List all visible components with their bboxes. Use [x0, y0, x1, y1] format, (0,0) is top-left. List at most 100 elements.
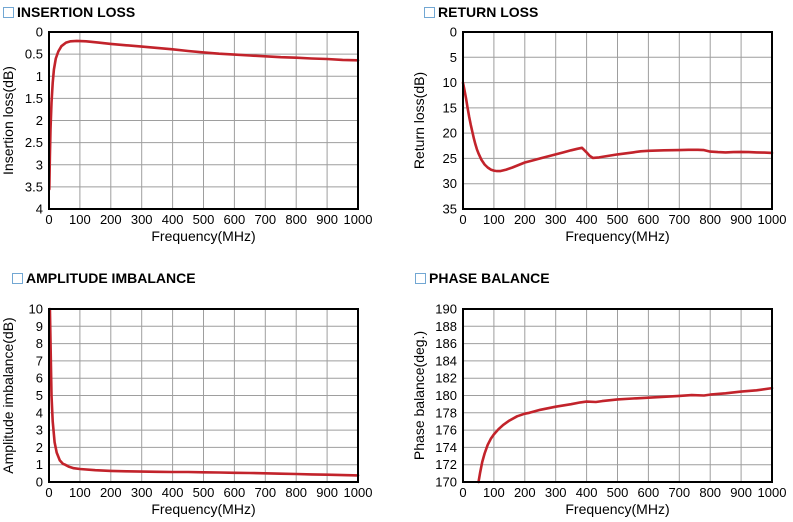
x-tick-label: 100: [69, 212, 91, 227]
x-tick-label: 0: [459, 212, 466, 227]
x-tick-label: 700: [254, 212, 276, 227]
y-tick-label: 5: [450, 50, 457, 65]
x-tick-label: 400: [162, 485, 184, 500]
title-square-icon: [3, 6, 14, 18]
title-square-icon: [424, 6, 435, 18]
chart-title-text: AMPLITUDE IMBALANCE: [26, 270, 196, 286]
x-tick-label: 600: [224, 485, 246, 500]
amplitude-imbalance-curve: [48, 307, 360, 477]
x-tick-label: 700: [668, 485, 690, 500]
chart-title-text: PHASE BALANCE: [429, 270, 550, 286]
plot-frame: [462, 31, 773, 210]
y-tick-label: 182: [435, 371, 457, 386]
y-axis-title: Amplitude imbalance(dB): [0, 317, 16, 473]
return-loss-plot: 0 100 200 300 400 500 600 700 800 900 1000 0 5 10 15 20…: [411, 25, 787, 245]
x-tick-label: 500: [607, 212, 629, 227]
x-tick-label: 0: [459, 485, 466, 500]
y-tick-label: 30: [443, 176, 457, 191]
title-square-icon: [12, 272, 23, 284]
x-tick-label: 800: [699, 212, 721, 227]
y-tick-label: 3: [36, 423, 43, 438]
x-tick-label: 300: [545, 485, 567, 500]
x-tick-label: 900: [730, 485, 752, 500]
y-axis-title: Insertion loss(dB): [0, 66, 16, 175]
y-tick-label: 1.5: [25, 91, 43, 106]
y-tick-label: 0: [36, 25, 43, 40]
chart-title-text: RETURN LOSS: [438, 4, 539, 20]
x-tick-label: 300: [131, 212, 153, 227]
x-tick-label: 600: [638, 212, 660, 227]
x-tick-label: 100: [69, 485, 91, 500]
x-tick-label: 100: [483, 485, 505, 500]
x-tick-label: 700: [668, 212, 690, 227]
chart-title-amplitude-imbalance: AMPLITUDE IMBALANCE: [0, 261, 396, 287]
x-tick-label: 900: [730, 212, 752, 227]
y-tick-label: 10: [443, 75, 457, 90]
x-tick-label: 200: [514, 212, 536, 227]
chart-title-text: INSERTION LOSS: [17, 4, 136, 20]
title-square-icon: [415, 272, 426, 284]
x-tick-label: 500: [193, 212, 215, 227]
x-tick-label: 500: [607, 485, 629, 500]
plot-frame: [48, 308, 359, 483]
x-axis-title: Frequency(MHz): [151, 501, 255, 517]
x-tick-label: 400: [162, 212, 184, 227]
y-tick-label: 10: [29, 302, 43, 317]
x-tick-label: 900: [316, 485, 338, 500]
y-tick-label: 178: [435, 405, 457, 420]
x-tick-label: 800: [285, 212, 307, 227]
x-tick-label: 900: [316, 212, 338, 227]
y-tick-label: 0: [36, 475, 43, 490]
y-tick-label: 9: [36, 319, 43, 334]
y-axis-title: Phase balance(deg.): [411, 331, 427, 460]
x-tick-label: 400: [576, 212, 598, 227]
x-tick-label: 600: [224, 212, 246, 227]
y-tick-label: 2: [36, 113, 43, 128]
y-tick-label: 4: [36, 202, 43, 217]
y-tick-label: 172: [435, 457, 457, 472]
y-tick-label: 190: [435, 302, 457, 317]
y-tick-label: 35: [443, 202, 457, 217]
y-tick-label: 8: [36, 336, 43, 351]
y-tick-label: 176: [435, 423, 457, 438]
y-tick-label: 15: [443, 100, 457, 115]
y-tick-label: 3: [36, 157, 43, 172]
x-tick-label: 300: [545, 212, 567, 227]
chart-title-phase-balance: PHASE BALANCE: [396, 261, 793, 287]
x-tick-label: 200: [100, 485, 122, 500]
x-axis-title: Frequency(MHz): [151, 228, 255, 244]
y-axis-title: Return loss(dB): [411, 72, 427, 169]
plot-frame: [462, 308, 773, 483]
x-tick-label: 200: [100, 212, 122, 227]
y-tick-label: 1: [36, 457, 43, 472]
y-tick-label: 188: [435, 319, 457, 334]
chart-cell-amplitude-imbalance: AMPLITUDE IMBALANCE 0 100 200 300 400 500 600 7…: [0, 261, 396, 522]
y-tick-label: 170: [435, 475, 457, 490]
y-tick-label: 3.5: [25, 179, 43, 194]
phase-balance-curve: [477, 386, 774, 484]
y-tick-label: 5: [36, 388, 43, 403]
chart-cell-phase-balance: PHASE BALANCE 0 100 200 300 400 500 600 700 800 9…: [396, 261, 793, 522]
y-tick-label: 0: [450, 25, 457, 40]
insertion-loss-plot: 0 100 200 300 400 500 600 700 800 900 1000 0 0.5 1 1.5…: [0, 25, 373, 245]
x-tick-label: 1000: [758, 485, 787, 500]
y-tick-label: 25: [443, 151, 457, 166]
phase-balance-plot: 0 100 200 300 400 500 600 700 800 900 1000 170 172 17…: [411, 302, 787, 518]
y-tick-label: 6: [36, 371, 43, 386]
x-tick-label: 1000: [344, 212, 373, 227]
x-axis-title: Frequency(MHz): [565, 501, 669, 517]
y-tick-label: 7: [36, 353, 43, 368]
chart-title-return-loss: RETURN LOSS: [396, 0, 793, 21]
chart-cell-insertion-loss: INSERTION LOSS 0 100 200 300 400 500 600 700 800…: [0, 0, 396, 261]
x-tick-label: 1000: [344, 485, 373, 500]
y-tick-label: 180: [435, 388, 457, 403]
chart-title-insertion-loss: INSERTION LOSS: [0, 0, 396, 21]
x-tick-label: 1000: [758, 212, 787, 227]
y-tick-label: 184: [435, 353, 457, 368]
x-tick-label: 800: [699, 485, 721, 500]
x-tick-label: 500: [193, 485, 215, 500]
y-tick-label: 4: [36, 405, 43, 420]
chart-cell-return-loss: RETURN LOSS 0 100 200 300 400 500 600 700 800 900…: [396, 0, 793, 261]
y-tick-label: 186: [435, 336, 457, 351]
y-tick-label: 174: [435, 440, 457, 455]
